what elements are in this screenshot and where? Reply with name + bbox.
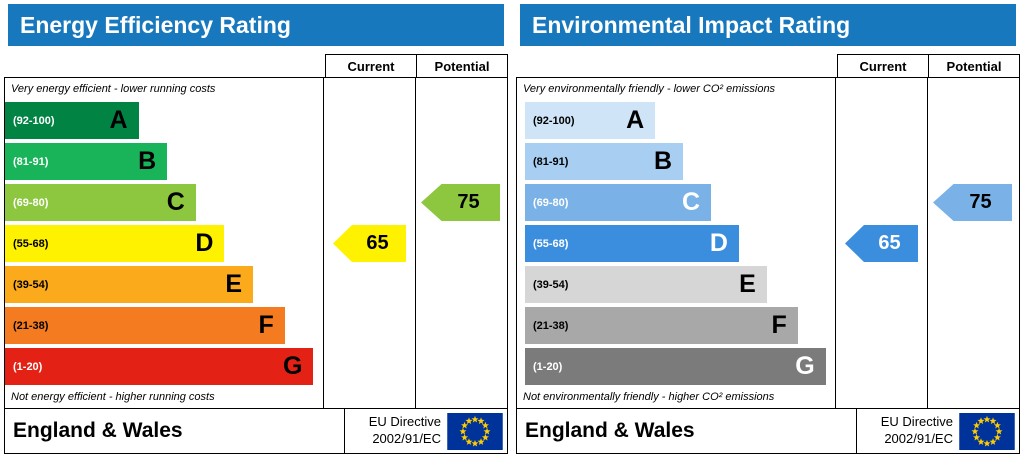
band-letter: D — [195, 229, 214, 257]
panel-footer: England & Wales EU Directive 2002/91/EC — [4, 408, 508, 454]
band-range: (81-91) — [533, 155, 569, 168]
environmental-impact-panel: Environmental Impact Rating Current Pote… — [512, 0, 1024, 454]
band-range: (39-54) — [13, 278, 49, 291]
energy-rating-chart: Very energy efficient - lower running co… — [4, 77, 508, 409]
band-letter: C — [166, 188, 185, 216]
region-label: England & Wales — [13, 419, 183, 442]
band-letter: E — [739, 270, 756, 298]
eu-directive-group: EU Directive 2002/91/EC — [344, 409, 507, 453]
band-row: (55-68) D — [525, 223, 835, 264]
band-row: (92-100) A — [525, 100, 835, 141]
band-range: (21-38) — [13, 319, 49, 332]
bottom-note: Not energy efficient - higher running co… — [11, 391, 215, 403]
rating-bands: (92-100) A (81-91) B (69-80) C — [5, 100, 323, 387]
energy-panel-title: Energy Efficiency Rating — [8, 4, 504, 46]
band-bar-d: (55-68) D — [5, 225, 225, 262]
band-letter: B — [654, 147, 673, 175]
band-range: (1-20) — [533, 360, 563, 373]
band-letter: G — [795, 352, 815, 380]
band-letter: C — [681, 188, 700, 216]
top-note: Very environmentally friendly - lower CO… — [523, 83, 776, 95]
eu-directive-label: EU Directive 2002/91/EC — [368, 414, 441, 446]
band-range: (92-100) — [13, 114, 55, 127]
region-label: England & Wales — [525, 419, 695, 442]
band-row: (81-91) B — [5, 141, 323, 182]
current-rating-arrow: 65 — [845, 225, 918, 262]
rating-bands: (92-100) A (81-91) B (69-80) C — [525, 100, 835, 387]
eu-directive-group: EU Directive 2002/91/EC — [856, 409, 1019, 453]
band-row: (55-68) D — [5, 223, 323, 264]
band-row: (92-100) A — [5, 100, 323, 141]
potential-rating-arrow: 75 — [421, 184, 500, 221]
band-range: (55-68) — [13, 237, 49, 250]
column-header-current: Current — [325, 54, 417, 78]
band-bar-g: (1-20) G — [5, 348, 314, 385]
band-row: (81-91) B — [525, 141, 835, 182]
current-column-divider — [835, 78, 836, 408]
panel-footer: England & Wales EU Directive 2002/91/EC — [516, 408, 1020, 454]
band-letter: F — [771, 311, 787, 339]
current-column-divider — [323, 78, 324, 408]
potential-column-divider — [927, 78, 928, 408]
band-bar-e: (39-54) E — [5, 266, 254, 303]
band-row: (69-80) C — [525, 182, 835, 223]
bottom-note: Not environmentally friendly - higher CO… — [523, 391, 775, 403]
band-row: (1-20) G — [525, 346, 835, 387]
eu-flag-icon — [447, 412, 503, 450]
band-letter: F — [258, 311, 274, 339]
band-bar-d: (55-68) D — [525, 225, 739, 262]
column-header-potential: Potential — [417, 54, 508, 78]
column-header-row: Current Potential — [4, 54, 508, 78]
potential-rating-arrow: 75 — [933, 184, 1012, 221]
band-letter: A — [109, 106, 128, 134]
band-range: (55-68) — [533, 237, 569, 250]
band-range: (39-54) — [533, 278, 569, 291]
eu-directive-label: EU Directive 2002/91/EC — [880, 414, 953, 446]
band-bar-c: (69-80) C — [525, 184, 711, 221]
band-row: (69-80) C — [5, 182, 323, 223]
band-bar-a: (92-100) A — [5, 102, 139, 139]
column-header-row: Current Potential — [516, 54, 1020, 78]
band-bar-b: (81-91) B — [525, 143, 684, 180]
band-range: (1-20) — [13, 360, 43, 373]
band-bar-f: (21-38) F — [5, 307, 285, 344]
energy-efficiency-panel: Energy Efficiency Rating Current Potenti… — [0, 0, 512, 454]
band-row: (39-54) E — [525, 264, 835, 305]
band-bar-c: (69-80) C — [5, 184, 196, 221]
band-letter: A — [626, 106, 645, 134]
band-range: (21-38) — [533, 319, 569, 332]
band-letter: B — [138, 147, 157, 175]
column-header-spacer — [516, 54, 837, 78]
band-range: (81-91) — [13, 155, 49, 168]
band-bar-a: (92-100) A — [525, 102, 656, 139]
column-header-current: Current — [837, 54, 929, 78]
band-row: (21-38) F — [5, 305, 323, 346]
band-row: (1-20) G — [5, 346, 323, 387]
current-rating-arrow: 65 — [333, 225, 406, 262]
band-range: (69-80) — [13, 196, 49, 209]
band-row: (39-54) E — [5, 264, 323, 305]
band-range: (92-100) — [533, 114, 575, 127]
band-letter: D — [709, 229, 728, 257]
eu-flag-icon — [959, 412, 1015, 450]
top-note: Very energy efficient - lower running co… — [11, 83, 216, 95]
band-bar-b: (81-91) B — [5, 143, 168, 180]
band-row: (21-38) F — [525, 305, 835, 346]
band-letter: G — [283, 352, 303, 380]
environmental-panel-title: Environmental Impact Rating — [520, 4, 1016, 46]
band-bar-g: (1-20) G — [525, 348, 826, 385]
band-bar-f: (21-38) F — [525, 307, 798, 344]
band-range: (69-80) — [533, 196, 569, 209]
band-letter: E — [225, 270, 243, 298]
column-header-spacer — [4, 54, 325, 78]
potential-column-divider — [415, 78, 416, 408]
column-header-potential: Potential — [929, 54, 1020, 78]
environmental-rating-chart: Very environmentally friendly - lower CO… — [516, 77, 1020, 409]
band-bar-e: (39-54) E — [525, 266, 767, 303]
